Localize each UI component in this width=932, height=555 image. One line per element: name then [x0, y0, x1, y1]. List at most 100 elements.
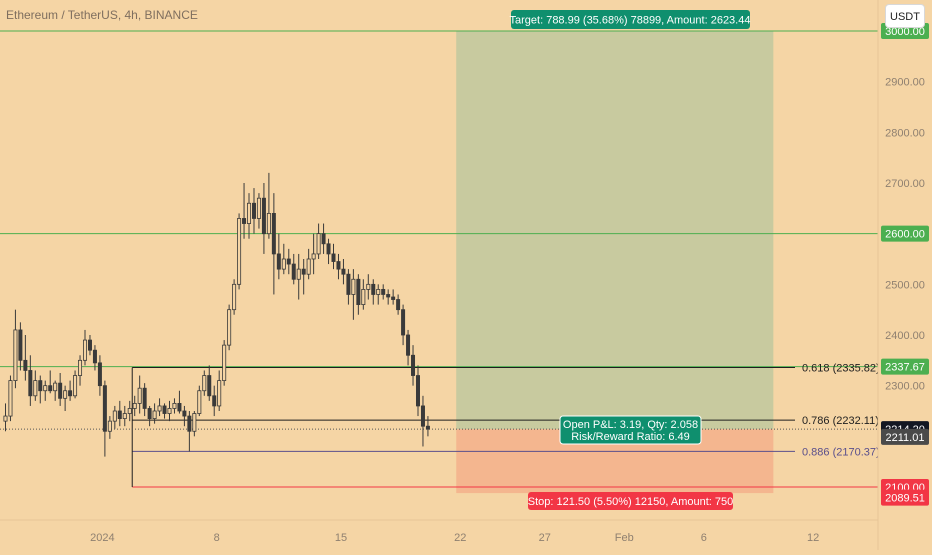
fib-level-label: 0.786 (2232.11) — [802, 415, 879, 427]
candle-body — [301, 268, 306, 275]
candle — [381, 284, 386, 300]
candle — [97, 355, 102, 396]
price-tag: 2211.01 — [881, 428, 929, 445]
candle — [187, 411, 192, 452]
y-tick-label: 2800.00 — [885, 127, 925, 139]
candle-body — [281, 258, 286, 270]
candle-body — [127, 408, 132, 414]
candle — [366, 274, 371, 300]
candle-body — [92, 349, 97, 364]
candle-body — [137, 387, 142, 404]
candle-body — [217, 380, 222, 407]
candle-body — [356, 278, 361, 305]
candle — [167, 400, 172, 422]
candle — [132, 395, 137, 417]
fib-level-label: 0.886 (2170.37) — [802, 446, 880, 458]
candle-body — [18, 329, 23, 361]
candle — [78, 355, 83, 386]
candle — [321, 223, 326, 254]
x-tick-label: 15 — [335, 532, 347, 544]
candle — [361, 279, 366, 310]
candle — [301, 259, 306, 295]
candle-body — [331, 253, 336, 262]
candle — [212, 385, 217, 417]
candle — [425, 416, 430, 437]
candle-body — [207, 375, 212, 397]
candle-body — [58, 382, 63, 399]
candle — [142, 383, 147, 417]
candle-body — [351, 278, 356, 295]
candle — [8, 375, 13, 422]
candle-body — [361, 288, 366, 305]
candle-body — [202, 375, 207, 392]
y-tick-label: 2300.00 — [885, 381, 925, 393]
candle — [28, 355, 33, 406]
candle-body — [237, 218, 242, 285]
candle — [306, 248, 311, 280]
candle-body — [420, 405, 425, 427]
candle-body — [107, 420, 112, 432]
candle — [331, 243, 336, 270]
pnl-label-text: Open P&L: 3.19, Qty: 2.058 — [563, 419, 698, 431]
candle-body — [187, 415, 192, 432]
candle — [172, 398, 177, 414]
price-tag-bg — [881, 489, 929, 506]
candle — [217, 370, 222, 411]
candle-body — [261, 197, 266, 235]
candle-body — [251, 202, 256, 219]
candle-body — [306, 258, 311, 275]
candle — [33, 370, 38, 401]
candle-body — [341, 268, 346, 275]
candle — [227, 304, 232, 351]
candle-body — [48, 385, 53, 392]
price-tag-bg — [881, 358, 929, 375]
x-tick-label: 22 — [454, 532, 466, 544]
candle-body — [167, 408, 172, 414]
candle-body — [247, 202, 252, 224]
candle-body — [172, 402, 177, 409]
candle — [242, 183, 247, 239]
candle — [202, 370, 207, 396]
candle-body — [152, 410, 157, 419]
candle — [127, 400, 132, 422]
candle — [162, 403, 167, 419]
candle-body — [406, 334, 411, 356]
candle — [137, 375, 142, 414]
stop-label-bg — [528, 492, 733, 510]
candle — [281, 243, 286, 275]
candle — [18, 322, 23, 371]
candle — [311, 233, 316, 275]
candle — [411, 345, 416, 386]
candle-body — [242, 218, 247, 224]
rr-label-text: Risk/Reward Ratio: 6.49 — [571, 431, 690, 443]
fib-level-label: 0.618 (2335.82) — [802, 363, 880, 375]
candle — [102, 380, 107, 457]
candle — [177, 390, 182, 414]
candle-body — [381, 288, 386, 295]
candle — [157, 398, 162, 417]
candle-body — [425, 425, 430, 430]
x-tick-label: 2024 — [90, 532, 114, 544]
price-tag-bg — [881, 225, 929, 242]
candle — [251, 188, 256, 234]
candle-body — [132, 402, 137, 409]
candle-body — [376, 288, 381, 295]
x-tick-label: 12 — [807, 532, 819, 544]
candle-body — [276, 253, 281, 270]
candle — [286, 248, 291, 275]
price-tag: 2337.67 — [881, 358, 929, 375]
x-tick-label: 6 — [701, 532, 707, 544]
candle — [406, 329, 411, 366]
price-tag-text: 3000.00 — [885, 26, 925, 38]
candle — [401, 304, 406, 346]
candle-body — [391, 296, 396, 300]
candle — [232, 279, 237, 315]
target-zone — [456, 31, 774, 430]
candle-body — [227, 309, 232, 346]
candle — [266, 172, 271, 239]
y-tick-label: 2500.00 — [885, 279, 925, 291]
candle-body — [222, 344, 227, 381]
currency-button[interactable]: USDT — [885, 4, 925, 28]
